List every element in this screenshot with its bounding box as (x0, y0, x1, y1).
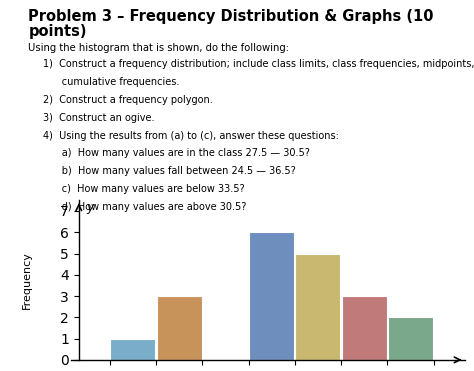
Text: 3)  Construct an ogive.: 3) Construct an ogive. (43, 113, 154, 123)
Text: 2)  Construct a frequency polygon.: 2) Construct a frequency polygon. (43, 95, 212, 105)
Text: d)  How many values are above 30.5?: d) How many values are above 30.5? (43, 202, 246, 212)
Text: Using the histogram that is shown, do the following:: Using the histogram that is shown, do th… (28, 43, 290, 53)
Bar (342, 296, 387, 360)
Bar (110, 339, 155, 360)
Text: 1)  Construct a frequency distribution; include class limits, class frequencies,: 1) Construct a frequency distribution; i… (43, 59, 474, 69)
Bar (295, 253, 340, 360)
Text: points): points) (28, 24, 87, 39)
Text: y: y (87, 201, 94, 214)
Text: 4)  Using the results from (a) to (c), answer these questions:: 4) Using the results from (a) to (c), an… (43, 131, 338, 141)
Bar (388, 317, 433, 360)
Y-axis label: Frequency: Frequency (22, 251, 32, 309)
Text: c)  How many values are below 33.5?: c) How many values are below 33.5? (43, 184, 244, 194)
Text: a)  How many values are in the class 27.5 — 30.5?: a) How many values are in the class 27.5… (43, 148, 310, 158)
Bar (249, 232, 294, 360)
Bar (156, 296, 201, 360)
Text: Problem 3 – Frequency Distribution & Graphs (10: Problem 3 – Frequency Distribution & Gra… (28, 9, 434, 24)
Text: b)  How many values fall between 24.5 — 36.5?: b) How many values fall between 24.5 — 3… (43, 166, 295, 176)
Text: cumulative frequencies.: cumulative frequencies. (43, 77, 179, 87)
